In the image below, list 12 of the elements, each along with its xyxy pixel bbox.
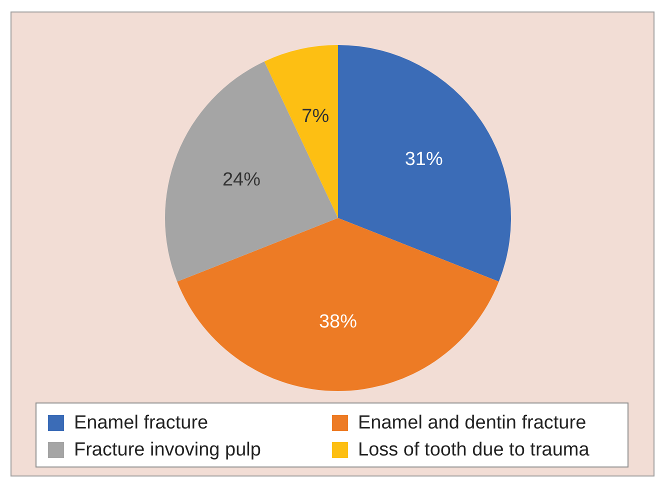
legend-label: Enamel fracture: [74, 412, 208, 434]
legend-label: Loss of tooth due to trauma: [358, 440, 590, 460]
pie-slice: [165, 61, 338, 282]
data-label: 31%: [404, 149, 443, 170]
pie-slice: [264, 45, 338, 218]
pie-slice: [177, 218, 499, 391]
data-label: 24%: [222, 169, 261, 190]
data-label: 38%: [318, 311, 358, 332]
pie-slice: [338, 45, 511, 282]
legend-label: Fracture invoving pulp: [74, 440, 261, 460]
legend-label: Enamel and dentin fracture: [358, 412, 586, 434]
data-label: 7%: [302, 106, 330, 128]
